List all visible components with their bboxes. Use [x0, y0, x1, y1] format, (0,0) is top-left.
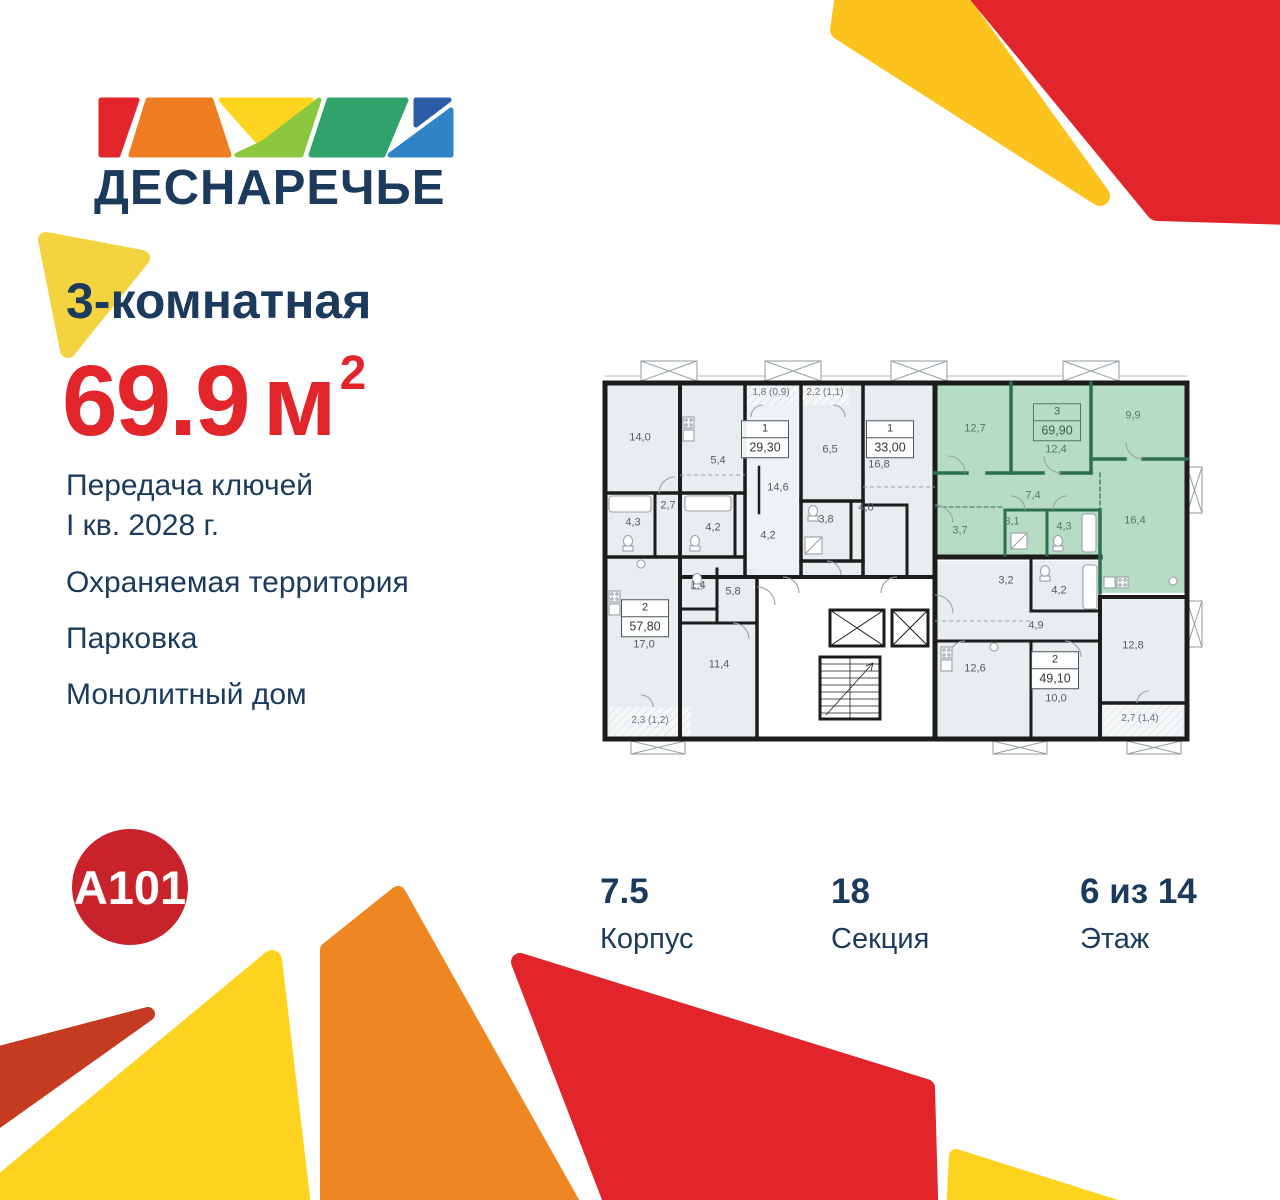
feature-line: Передача ключей	[66, 469, 314, 502]
room-area-label: 12,8	[1122, 639, 1144, 652]
room-area-label: 10,0	[1045, 692, 1067, 705]
room-area-label: 4,3	[1056, 520, 1072, 533]
unit-label-57-80: 2 57,80	[621, 599, 669, 637]
building-label: Корпус	[600, 923, 694, 955]
unit-area: 69,90	[1041, 423, 1073, 438]
room-area-label: 1,4	[690, 579, 706, 592]
unit-number: 3	[1034, 404, 1080, 422]
area-number: 69.9	[62, 345, 251, 457]
highlighted-apartment-area	[935, 383, 1187, 593]
area-unit: м	[262, 345, 337, 457]
room-area-label: 3,8	[818, 513, 834, 526]
room-area-label: 12,6	[964, 662, 986, 675]
logo-lightgreen-shape	[234, 97, 322, 158]
unit-label-29-30: 1 29,30	[741, 420, 789, 458]
balcony-area-label: 1,8 (0,9)	[752, 387, 790, 398]
room-area-label: 11,4	[708, 658, 730, 671]
unit-label-69-90-highlighted: 3 69,90	[1033, 403, 1081, 441]
building-number: 7.5	[600, 872, 649, 911]
elevator-stair-core	[818, 608, 930, 721]
room-area-label: 9,9	[1125, 409, 1141, 422]
area-value: 69.9 м2	[62, 344, 366, 459]
footer-section: 18 Секция	[831, 872, 929, 956]
decor-bottom-right-yellow-triangle	[946, 1149, 1119, 1200]
feature-line: I кв. 2028 г.	[66, 509, 220, 542]
room-area-label: 5,4	[710, 454, 726, 467]
feature-secured-territory: Охраняемая территория	[66, 566, 409, 599]
room-area-label: 6,5	[822, 443, 838, 456]
room-area-label: 4,8	[858, 501, 874, 514]
rooms-title: 3-комнатная	[66, 273, 372, 329]
plan-walls	[602, 380, 1190, 742]
room-area-label: 4,9	[1028, 619, 1044, 632]
decor-bottom-orange-shape	[320, 886, 580, 1200]
plan-zone-lines	[680, 474, 1031, 622]
floor-plan-drawing	[602, 360, 1203, 755]
section-number: 18	[831, 872, 870, 911]
footer-building: 7.5 Корпус	[600, 872, 694, 956]
unit-number: 2	[1032, 652, 1078, 670]
unit-area: 57,80	[629, 619, 661, 634]
unit-area: 33,00	[874, 440, 906, 455]
developer-logo-text: A101	[73, 860, 187, 914]
room-area-label: 4,2	[1051, 584, 1067, 597]
decor-bottom-red-shape	[511, 953, 939, 1200]
room-area-label: 16,8	[868, 458, 890, 471]
room-area-label: 7,4	[1025, 489, 1041, 502]
room-area-label: 12,4	[1045, 443, 1067, 456]
decor-top-yellow-shard	[830, 0, 1110, 206]
footer-floor: 6 из 14 Этаж	[1080, 872, 1197, 956]
floor-number: 6 из 14	[1080, 872, 1197, 911]
logo-red-shape	[98, 97, 140, 158]
decor-brick-shard	[0, 1007, 155, 1129]
room-area-label: 2,7	[660, 499, 676, 512]
decor-top-red-shape	[970, 0, 1280, 225]
room-area-label: 17,0	[633, 638, 655, 651]
room-area-label: 14,6	[767, 481, 789, 494]
feature-monolith: Монолитный дом	[66, 678, 307, 711]
balcony-area-label: 2,7 (1,4)	[1121, 713, 1159, 724]
unit-label-49-10: 2 49,10	[1031, 651, 1079, 689]
unit-number: 2	[622, 600, 668, 618]
balcony-area-label: 2,2 (1,1)	[806, 387, 844, 398]
logo-green-shape	[308, 97, 409, 158]
logo-orange-shape	[128, 97, 232, 158]
unit-number: 1	[742, 421, 788, 439]
room-area-label: 3,1	[1004, 515, 1020, 528]
floor-plan: 14,0 5,4 14,6 6,5 16,8 2,7 4,3 4,2 4,2 3…	[595, 355, 1205, 755]
logo-darkblue-shape	[413, 97, 452, 128]
room-area-label: 16,4	[1124, 514, 1146, 527]
plan-fixtures	[608, 416, 1178, 672]
room-area-label: 4,2	[760, 529, 776, 542]
room-area-label: 3,2	[998, 574, 1014, 587]
room-area-label: 5,8	[725, 585, 741, 598]
feature-parking: Парковка	[66, 622, 198, 655]
logo-lightblue-shape	[387, 107, 454, 158]
brand-name: ДЕСНАРЕЧЬЕ	[94, 161, 446, 215]
room-area-label: 14,0	[629, 431, 651, 444]
plan-door-arcs	[640, 404, 1150, 708]
room-area-label: 12,7	[964, 422, 986, 435]
brand-logo-mark	[98, 97, 454, 158]
feature-keys-date: Передача ключей I кв. 2028 г.	[66, 466, 313, 546]
developer-logo: A101	[72, 829, 188, 945]
unit-area: 29,30	[749, 440, 781, 455]
room-area-label: 3,7	[952, 524, 968, 537]
unit-label-33-00: 1 33,00	[866, 420, 914, 458]
floor-label: Этаж	[1080, 923, 1150, 955]
balcony-area-label: 2,3 (1,2)	[631, 715, 669, 726]
room-area-label: 4,3	[625, 516, 641, 529]
plan-room-fills	[605, 383, 1187, 739]
area-superscript: 2	[339, 347, 367, 400]
decor-bottom-yellow-triangle	[0, 950, 311, 1200]
section-label: Секция	[831, 923, 930, 955]
unit-number: 1	[867, 421, 913, 439]
room-area-label: 4,2	[705, 521, 721, 534]
unit-area: 49,10	[1039, 671, 1071, 686]
